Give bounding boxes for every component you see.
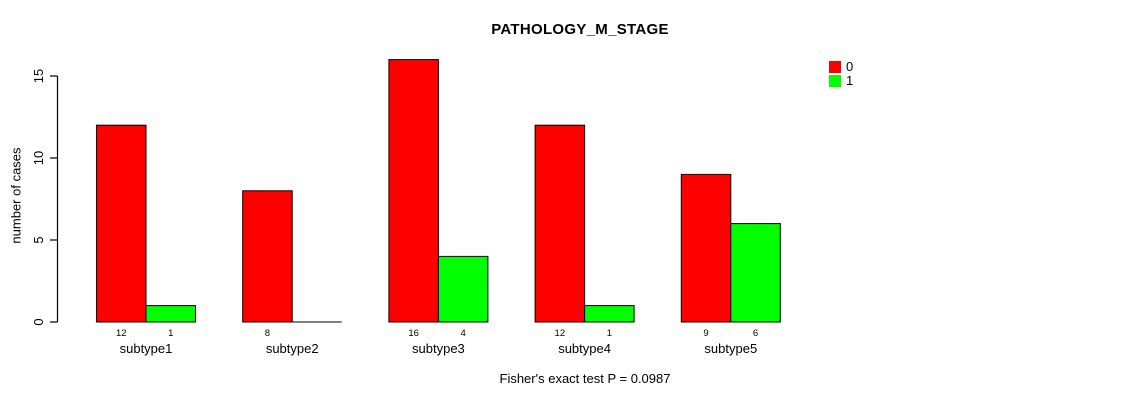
bar-count-label-subtype4-series0: 12: [555, 328, 566, 339]
legend-label-1: 1: [846, 73, 854, 88]
bar-count-label-subtype1-series0: 12: [116, 328, 127, 339]
y-tick-label-0: 0: [31, 318, 46, 325]
y-tick-label-5: 5: [31, 236, 46, 243]
y-axis-label: number of cases: [8, 147, 24, 244]
legend-item-1: 1: [829, 73, 854, 88]
stat-test-note: Fisher's exact test P = 0.0987: [499, 371, 671, 386]
category-label-subtype2: subtype2: [266, 341, 319, 356]
legend: 0 1: [829, 59, 854, 89]
bar-subtype1-series1: [145, 305, 196, 323]
bar-count-label-subtype2-series0: 8: [265, 328, 270, 339]
category-label-subtype4: subtype4: [558, 341, 611, 356]
bar-subtype3-series0: [388, 59, 439, 323]
category-label-subtype1: subtype1: [120, 341, 173, 356]
bar-subtype4-series1: [584, 305, 635, 323]
legend-swatch-green: [829, 75, 841, 87]
bar-count-label-subtype3-series0: 16: [408, 328, 419, 339]
legend-item-0: 0: [829, 59, 854, 74]
y-tick-label-10: 10: [31, 151, 46, 165]
bar-count-label-subtype4-series1: 1: [607, 328, 612, 339]
category-label-subtype5: subtype5: [704, 341, 757, 356]
bar-subtype4-series0: [534, 124, 586, 323]
bar-count-label-subtype5-series0: 9: [703, 328, 708, 339]
legend-label-0: 0: [846, 59, 854, 74]
bar-count-label-subtype1-series1: 1: [168, 328, 173, 339]
bar-count-label-subtype5-series1: 6: [753, 328, 758, 339]
bar-subtype5-series1: [730, 223, 781, 323]
bar-count-label-subtype3-series1: 4: [461, 328, 466, 339]
bar-subtype5-series0: [680, 173, 732, 323]
category-label-subtype3: subtype3: [412, 341, 465, 356]
legend-swatch-red: [829, 61, 841, 73]
bar-subtype2-series0: [242, 190, 293, 323]
chart-title: PATHOLOGY_M_STAGE: [491, 21, 669, 38]
bar-subtype3-series1: [437, 255, 489, 323]
bar-subtype1-series0: [96, 124, 147, 323]
y-tick-label-15: 15: [31, 69, 46, 83]
